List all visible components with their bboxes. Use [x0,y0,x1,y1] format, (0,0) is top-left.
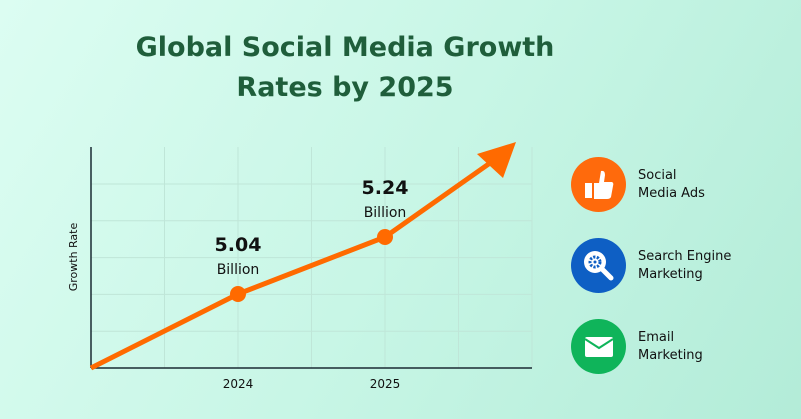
search-gear-icon [584,251,614,281]
legend-label-line1: Social [638,168,677,183]
data-label-unit: Billion [364,205,407,221]
y-axis-label: Growth Rate [67,223,80,292]
x-tick-label: 2025 [370,377,401,391]
legend-label-line2: Marketing [638,267,703,282]
data-label-value: 5.24 [362,177,409,199]
social-media-ads-badge [571,157,626,212]
thumbs-up-icon [585,170,614,199]
data-label-unit: Billion [217,262,260,278]
legend-label-line1: Search Engine [638,249,732,264]
email-marketing-badge [571,319,626,374]
legend-label-line2: Marketing [638,348,703,363]
title-line-2: Rates by 2025 [236,72,454,103]
data-point-2024 [230,286,246,302]
series-line [89,153,502,371]
legend-label-line1: Email [638,330,675,345]
data-point-2025 [377,229,393,245]
data-label-value: 5.04 [215,234,262,256]
legend-label-line2: Media Ads [638,186,705,201]
arrow-head [477,142,516,178]
envelope-icon [584,337,614,357]
search-engine-marketing-badge [571,238,626,293]
chart-title: Global Social Media Growth Rates by 2025 [0,28,690,108]
title-line-1: Global Social Media Growth [135,32,555,63]
x-tick-label: 2024 [223,377,254,391]
